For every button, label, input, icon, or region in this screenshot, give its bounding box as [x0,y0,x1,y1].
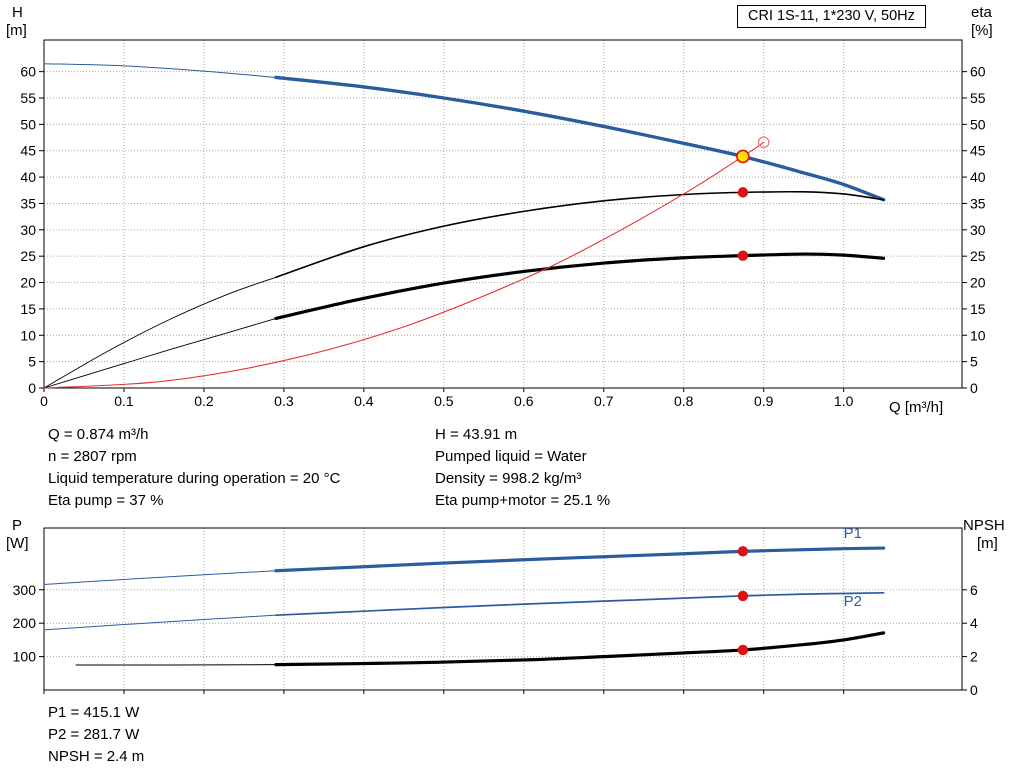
info-eta-pump: Eta pump = 37 % [48,492,164,509]
right-tick-label: 5 [970,354,978,370]
top-chart-svg: 0 0.1 0.2 0.3 0.4 0.5 0.6 0.7 0.8 0.9 1.0 0 5 10 15 20 2… [20,39,986,409]
info-temp: Liquid temperature during operation = 20… [48,470,341,487]
p1-curve-extension [43,570,277,585]
load-curve [43,141,765,389]
info-p1: P1 = 415.1 W [48,704,140,721]
npsh-axis-title: NPSH [963,517,1005,534]
x-tick-label: 0.4 [354,393,374,409]
left-tick-label: 25 [20,248,36,264]
eta-pump-point-marker [737,187,749,198]
x-tick-label: 0.9 [754,393,774,409]
left-tick-label: 200 [13,615,37,631]
h-axis-title: H [12,4,23,21]
h-axis-unit: [m] [6,22,27,39]
p-axis-unit: [W] [6,535,29,552]
eta-pump-curve-extension [43,276,277,389]
p2-curve-extension [43,614,277,631]
npsh-point-marker [737,644,749,656]
info-n: n = 2807 rpm [48,448,137,465]
x-tick-label: 1.0 [834,393,854,409]
p2-point-marker [737,590,749,602]
p1-series-label: P1 [844,525,862,542]
q-axis-title: Q [m³/h] [889,399,944,416]
duty-point-marker [736,149,750,164]
eta-pump-motor-curve [274,252,886,320]
right-tick-label: 4 [970,615,978,631]
h-curve [274,75,886,202]
left-tick-label: 40 [20,169,36,185]
left-tick-label: 60 [20,64,36,80]
right-tick-label: 45 [970,143,986,159]
x-tick-label: 0.7 [594,393,614,409]
bottom-chart-svg: 100 200 300 0 2 4 6 P1 P2 [13,525,978,698]
info-h: H = 43.91 m [435,426,518,443]
right-tick-label: 10 [970,327,986,343]
right-tick-label: 20 [970,275,986,291]
eta-pump-motor-curve-extension [43,317,277,389]
info-p2: P2 = 281.7 W [48,726,140,743]
right-tick-label: 30 [970,222,986,238]
left-tick-label: 15 [20,301,36,317]
info-liquid: Pumped liquid = Water [435,448,587,465]
x-tick-label: 0.5 [434,393,454,409]
left-tick-label: 100 [13,649,37,665]
left-tick-label: 55 [20,90,36,106]
npsh-axis-unit: [m] [977,535,998,552]
left-tick-label: 0 [28,380,36,396]
p1-point-marker [737,546,749,557]
x-tick-label: 0.6 [514,393,534,409]
left-tick-label: 5 [28,354,36,370]
left-tick-label: 45 [20,143,36,159]
info-eta-pump-motor: Eta pump+motor = 25.1 % [435,492,611,509]
info-density: Density = 998.2 kg/m³ [435,470,582,487]
left-tick-label: 50 [20,116,36,132]
target-point-marker [757,136,770,149]
npsh-curve [274,631,886,667]
operating-point-info-right: H = 43.91 m Pumped liquid = Water Densit… [435,424,610,512]
right-tick-label: 25 [970,248,986,264]
plot-border [43,39,963,389]
right-tick-label: 60 [970,64,986,80]
right-tick-label: 40 [970,169,986,185]
x-tick-label: 0.8 [674,393,694,409]
right-tick-label: 35 [970,195,986,211]
operating-point-info-left: Q = 0.874 m³/h n = 2807 rpm Liquid tempe… [48,424,340,512]
right-tick-label: 50 [970,116,986,132]
left-tick-label: 35 [20,195,36,211]
info-npsh: NPSH = 2.4 m [48,748,145,765]
plot-border [43,527,963,691]
p2-series-label: P2 [844,593,862,610]
eta-pump-curve [275,190,885,279]
p1-curve [274,546,886,573]
eta-axis-title: eta [971,4,992,21]
left-tick-label: 300 [13,582,37,598]
power-info: P1 = 415.1 W P2 = 281.7 W NPSH = 2.4 m [48,702,144,768]
right-tick-label: 2 [970,649,978,665]
x-tick-label: 0.2 [194,393,214,409]
right-tick-label: 0 [970,380,978,396]
p2-curve [275,591,885,617]
x-tick-label: 0.1 [114,393,134,409]
right-tick-label: 55 [970,90,986,106]
p-axis-title: P [12,517,23,534]
x-tick-label: 0.3 [274,393,294,409]
left-tick-label: 10 [20,327,36,343]
right-tick-label: 0 [970,682,978,698]
info-q: Q = 0.874 m³/h [48,426,149,443]
right-tick-label: 15 [970,301,986,317]
curve-title-box: CRI 1S-11, 1*230 V, 50Hz [737,5,926,28]
eta-axis-unit: [%] [971,22,993,39]
right-tick-label: 6 [970,582,978,598]
eta-pump-motor-point-marker [737,250,749,261]
left-tick-label: 20 [20,275,36,291]
left-tick-label: 30 [20,222,36,238]
x-tick-label: 0 [40,393,48,409]
h-curve-extension [43,63,277,78]
